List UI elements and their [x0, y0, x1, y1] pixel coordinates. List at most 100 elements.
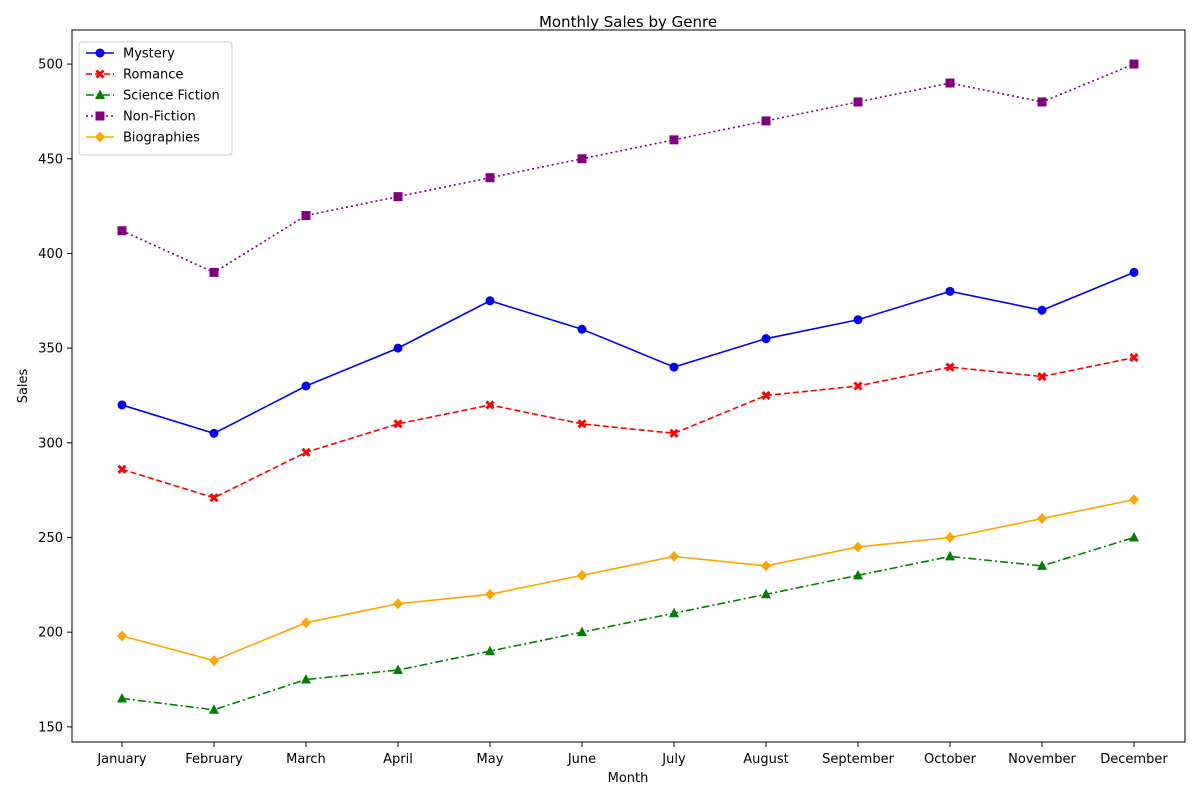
data-point-science-fiction: [393, 664, 403, 675]
data-point-non-fiction: [393, 192, 403, 202]
data-point-science-fiction: [1037, 560, 1047, 570]
plot-markers: [117, 59, 1139, 714]
data-point-science-fiction: [209, 704, 219, 714]
data-point-romance: [1037, 371, 1047, 382]
legend-label-mystery: Mystery: [123, 47, 175, 62]
legend: Mystery Romance Science Fiction Non-Fiction…: [78, 41, 233, 156]
legend-marker-science-fiction: [95, 89, 105, 99]
plot-lines: [121, 63, 1135, 711]
x-tick-label: September: [822, 752, 895, 767]
data-point-biographies: [393, 598, 403, 610]
y-tick-label: 250: [38, 531, 63, 546]
data-point-science-fiction: [853, 569, 863, 580]
legend-box: [78, 41, 233, 156]
y-tick-label: 350: [38, 342, 63, 357]
legend-label-romance: Romance: [123, 68, 183, 83]
data-point-non-fiction: [1129, 59, 1139, 69]
x-tick-label: October: [924, 752, 977, 767]
data-point-science-fiction: [669, 607, 679, 618]
legend-marker-biographies: [95, 131, 105, 143]
x-tick-label: March: [286, 752, 326, 767]
x-tick-label: April: [383, 752, 413, 767]
legend-label-non-fiction: Non-Fiction: [123, 110, 196, 125]
data-point-biographies: [669, 550, 679, 562]
data-point-romance: [669, 428, 679, 438]
data-point-non-fiction: [761, 116, 771, 126]
data-point-science-fiction: [945, 550, 955, 561]
data-point-biographies: [301, 617, 311, 629]
data-point-romance: [577, 419, 587, 429]
data-point-romance: [209, 493, 219, 503]
data-point-romance: [945, 362, 955, 372]
data-point-science-fiction: [1129, 531, 1139, 542]
data-point-biographies: [945, 531, 955, 543]
data-point-mystery: [209, 428, 219, 438]
data-point-biographies: [761, 560, 771, 572]
series-line-biographies: [121, 498, 1135, 662]
data-point-science-fiction: [301, 674, 311, 684]
data-point-biographies: [209, 655, 219, 667]
data-point-non-fiction: [485, 173, 495, 183]
data-point-non-fiction: [209, 267, 219, 277]
data-point-biographies: [577, 569, 587, 581]
data-point-science-fiction: [761, 588, 771, 599]
x-tick-label: December: [1100, 752, 1168, 767]
data-point-romance: [761, 390, 771, 401]
data-point-biographies: [1037, 513, 1047, 525]
series-line-mystery: [121, 271, 1135, 435]
data-point-science-fiction: [117, 692, 127, 703]
data-point-mystery: [485, 296, 495, 306]
data-point-non-fiction: [853, 97, 863, 107]
legend-marker-non-fiction: [95, 111, 105, 121]
y-axis-label: Sales: [16, 368, 31, 403]
data-point-romance: [117, 464, 127, 474]
data-point-non-fiction: [301, 211, 311, 221]
data-point-non-fiction: [945, 78, 955, 88]
data-point-science-fiction: [485, 645, 495, 656]
y-tick-label: 450: [38, 152, 63, 167]
data-point-science-fiction: [577, 626, 587, 637]
data-point-mystery: [1129, 267, 1139, 277]
x-axis-label: Month: [608, 771, 649, 786]
data-point-mystery: [1037, 305, 1047, 315]
data-point-non-fiction: [1037, 97, 1047, 107]
data-point-mystery: [761, 334, 771, 344]
x-tick-label: February: [185, 752, 243, 767]
data-point-mystery: [945, 286, 955, 296]
x-tick-label: January: [96, 752, 147, 767]
x-tick-label: November: [1008, 752, 1076, 767]
data-point-mystery: [853, 315, 863, 325]
data-point-non-fiction: [117, 226, 127, 236]
series-line-non-fiction: [121, 63, 1135, 274]
x-tick-label: August: [743, 752, 789, 767]
x-axis: January February March April May June July Augu…: [96, 742, 1168, 767]
legend-marker-romance: [95, 69, 105, 79]
data-point-romance: [301, 447, 311, 457]
data-point-non-fiction: [669, 135, 679, 145]
legend-marker-mystery: [95, 48, 105, 58]
data-point-romance: [485, 400, 495, 410]
legend-label-biographies: Biographies: [123, 131, 200, 146]
data-point-non-fiction: [577, 154, 587, 164]
y-tick-label: 300: [38, 436, 63, 451]
plot-area-frame: [71, 29, 1186, 743]
data-point-mystery: [301, 381, 311, 391]
data-point-mystery: [393, 343, 403, 353]
data-point-mystery: [669, 362, 679, 372]
series-line-science-fiction: [121, 536, 1135, 711]
x-tick-label: May: [477, 752, 504, 767]
y-tick-label: 400: [38, 247, 63, 262]
data-point-romance: [1129, 353, 1139, 363]
chart-title: Monthly Sales by Genre: [539, 13, 717, 31]
y-axis: 150 200 250 300 350 400 450 500: [38, 58, 72, 735]
y-tick-label: 200: [38, 626, 63, 641]
data-point-biographies: [485, 588, 495, 600]
y-tick-label: 500: [38, 58, 63, 73]
data-point-biographies: [117, 630, 127, 642]
x-tick-label: July: [661, 752, 686, 767]
data-point-biographies: [853, 541, 863, 553]
y-tick-label: 150: [38, 720, 63, 735]
data-point-romance: [393, 419, 403, 429]
data-point-mystery: [577, 324, 587, 334]
